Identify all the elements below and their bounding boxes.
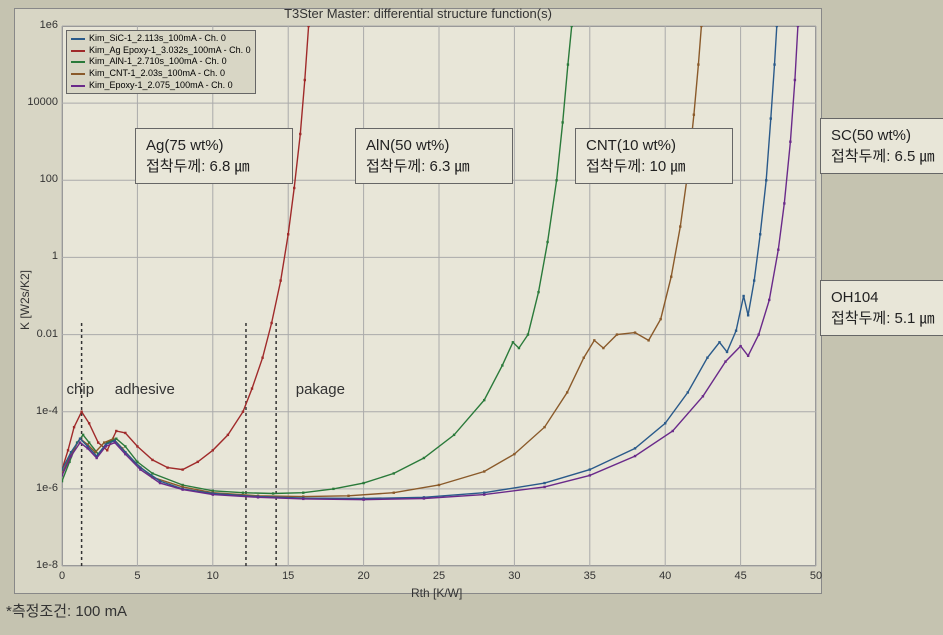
legend-swatch <box>71 85 85 87</box>
ytick-label: 100 <box>10 173 58 185</box>
legend: Kim_SiC-1_2.113s_100mA - Ch. 0Kim_Ag Epo… <box>66 30 256 94</box>
series-aln <box>62 26 572 494</box>
annotation-line1: AlN(50 wt%) <box>366 135 502 156</box>
annotation-sc: SC(50 wt%)접착두께: 6.5 ㎛ <box>820 118 943 174</box>
xtick-label: 35 <box>570 570 610 582</box>
annotation-line2: 접착두께: 6.5 ㎛ <box>831 146 937 167</box>
xtick-label: 5 <box>117 570 157 582</box>
xtick-label: 15 <box>268 570 308 582</box>
ytick-label: 1e6 <box>10 19 58 31</box>
annotation-line1: Ag(75 wt%) <box>146 135 282 156</box>
annotation-line1: OH104 <box>831 287 937 308</box>
series-epoxy <box>62 26 798 500</box>
ytick-label: 1e-4 <box>10 405 58 417</box>
legend-label: Kim_CNT-1_2.03s_100mA - Ch. 0 <box>89 68 225 80</box>
series-cnt <box>62 26 701 497</box>
legend-item: Kim_Epoxy-1_2.075_100mA - Ch. 0 <box>71 80 251 92</box>
legend-label: Kim_AlN-1_2.710s_100mA - Ch. 0 <box>89 56 227 68</box>
legend-item: Kim_AlN-1_2.710s_100mA - Ch. 0 <box>71 56 251 68</box>
annotation-line1: SC(50 wt%) <box>831 125 937 146</box>
ytick-label: 1e-6 <box>10 482 58 494</box>
chart-svg <box>0 0 943 635</box>
region-label-adhesive: adhesive <box>115 381 175 398</box>
legend-item: Kim_SiC-1_2.113s_100mA - Ch. 0 <box>71 33 251 45</box>
series-sic <box>62 26 777 499</box>
annotation-line2: 접착두께: 5.1 ㎛ <box>831 308 937 329</box>
ytick-label: 1 <box>10 250 58 262</box>
legend-label: Kim_SiC-1_2.113s_100mA - Ch. 0 <box>89 33 226 45</box>
footnote: *측정조건: 100 mA <box>6 600 127 621</box>
y-axis-label: K [W2s/K2] <box>18 270 32 330</box>
annotation-line2: 접착두께: 10 ㎛ <box>586 156 722 177</box>
legend-label: Kim_Epoxy-1_2.075_100mA - Ch. 0 <box>89 80 233 92</box>
xtick-label: 50 <box>796 570 836 582</box>
xtick-label: 20 <box>344 570 384 582</box>
ytick-label: 10000 <box>10 96 58 108</box>
legend-swatch <box>71 61 85 63</box>
xtick-label: 40 <box>645 570 685 582</box>
legend-item: Kim_Ag Epoxy-1_3.032s_100mA - Ch. 0 <box>71 45 251 57</box>
legend-item: Kim_CNT-1_2.03s_100mA - Ch. 0 <box>71 68 251 80</box>
annotation-line2: 접착두께: 6.8 ㎛ <box>146 156 282 177</box>
legend-swatch <box>71 38 85 40</box>
legend-swatch <box>71 73 85 75</box>
annotation-ag: Ag(75 wt%)접착두께: 6.8 ㎛ <box>135 128 293 184</box>
xtick-label: 30 <box>494 570 534 582</box>
annotation-aln: AlN(50 wt%)접착두께: 6.3 ㎛ <box>355 128 513 184</box>
annotation-cnt: CNT(10 wt%)접착두께: 10 ㎛ <box>575 128 733 184</box>
x-axis-label: Rth [K/W] <box>411 586 462 600</box>
xtick-label: 10 <box>193 570 233 582</box>
legend-label: Kim_Ag Epoxy-1_3.032s_100mA - Ch. 0 <box>89 45 251 57</box>
region-label-chip: chip <box>67 381 95 398</box>
annotation-line1: CNT(10 wt%) <box>586 135 722 156</box>
annotation-line2: 접착두께: 6.3 ㎛ <box>366 156 502 177</box>
xtick-label: 45 <box>721 570 761 582</box>
region-label-package: pakage <box>296 381 345 398</box>
xtick-label: 0 <box>42 570 82 582</box>
xtick-label: 25 <box>419 570 459 582</box>
annotation-oh: OH104접착두께: 5.1 ㎛ <box>820 280 943 336</box>
legend-swatch <box>71 50 85 52</box>
series-group <box>61 25 799 501</box>
